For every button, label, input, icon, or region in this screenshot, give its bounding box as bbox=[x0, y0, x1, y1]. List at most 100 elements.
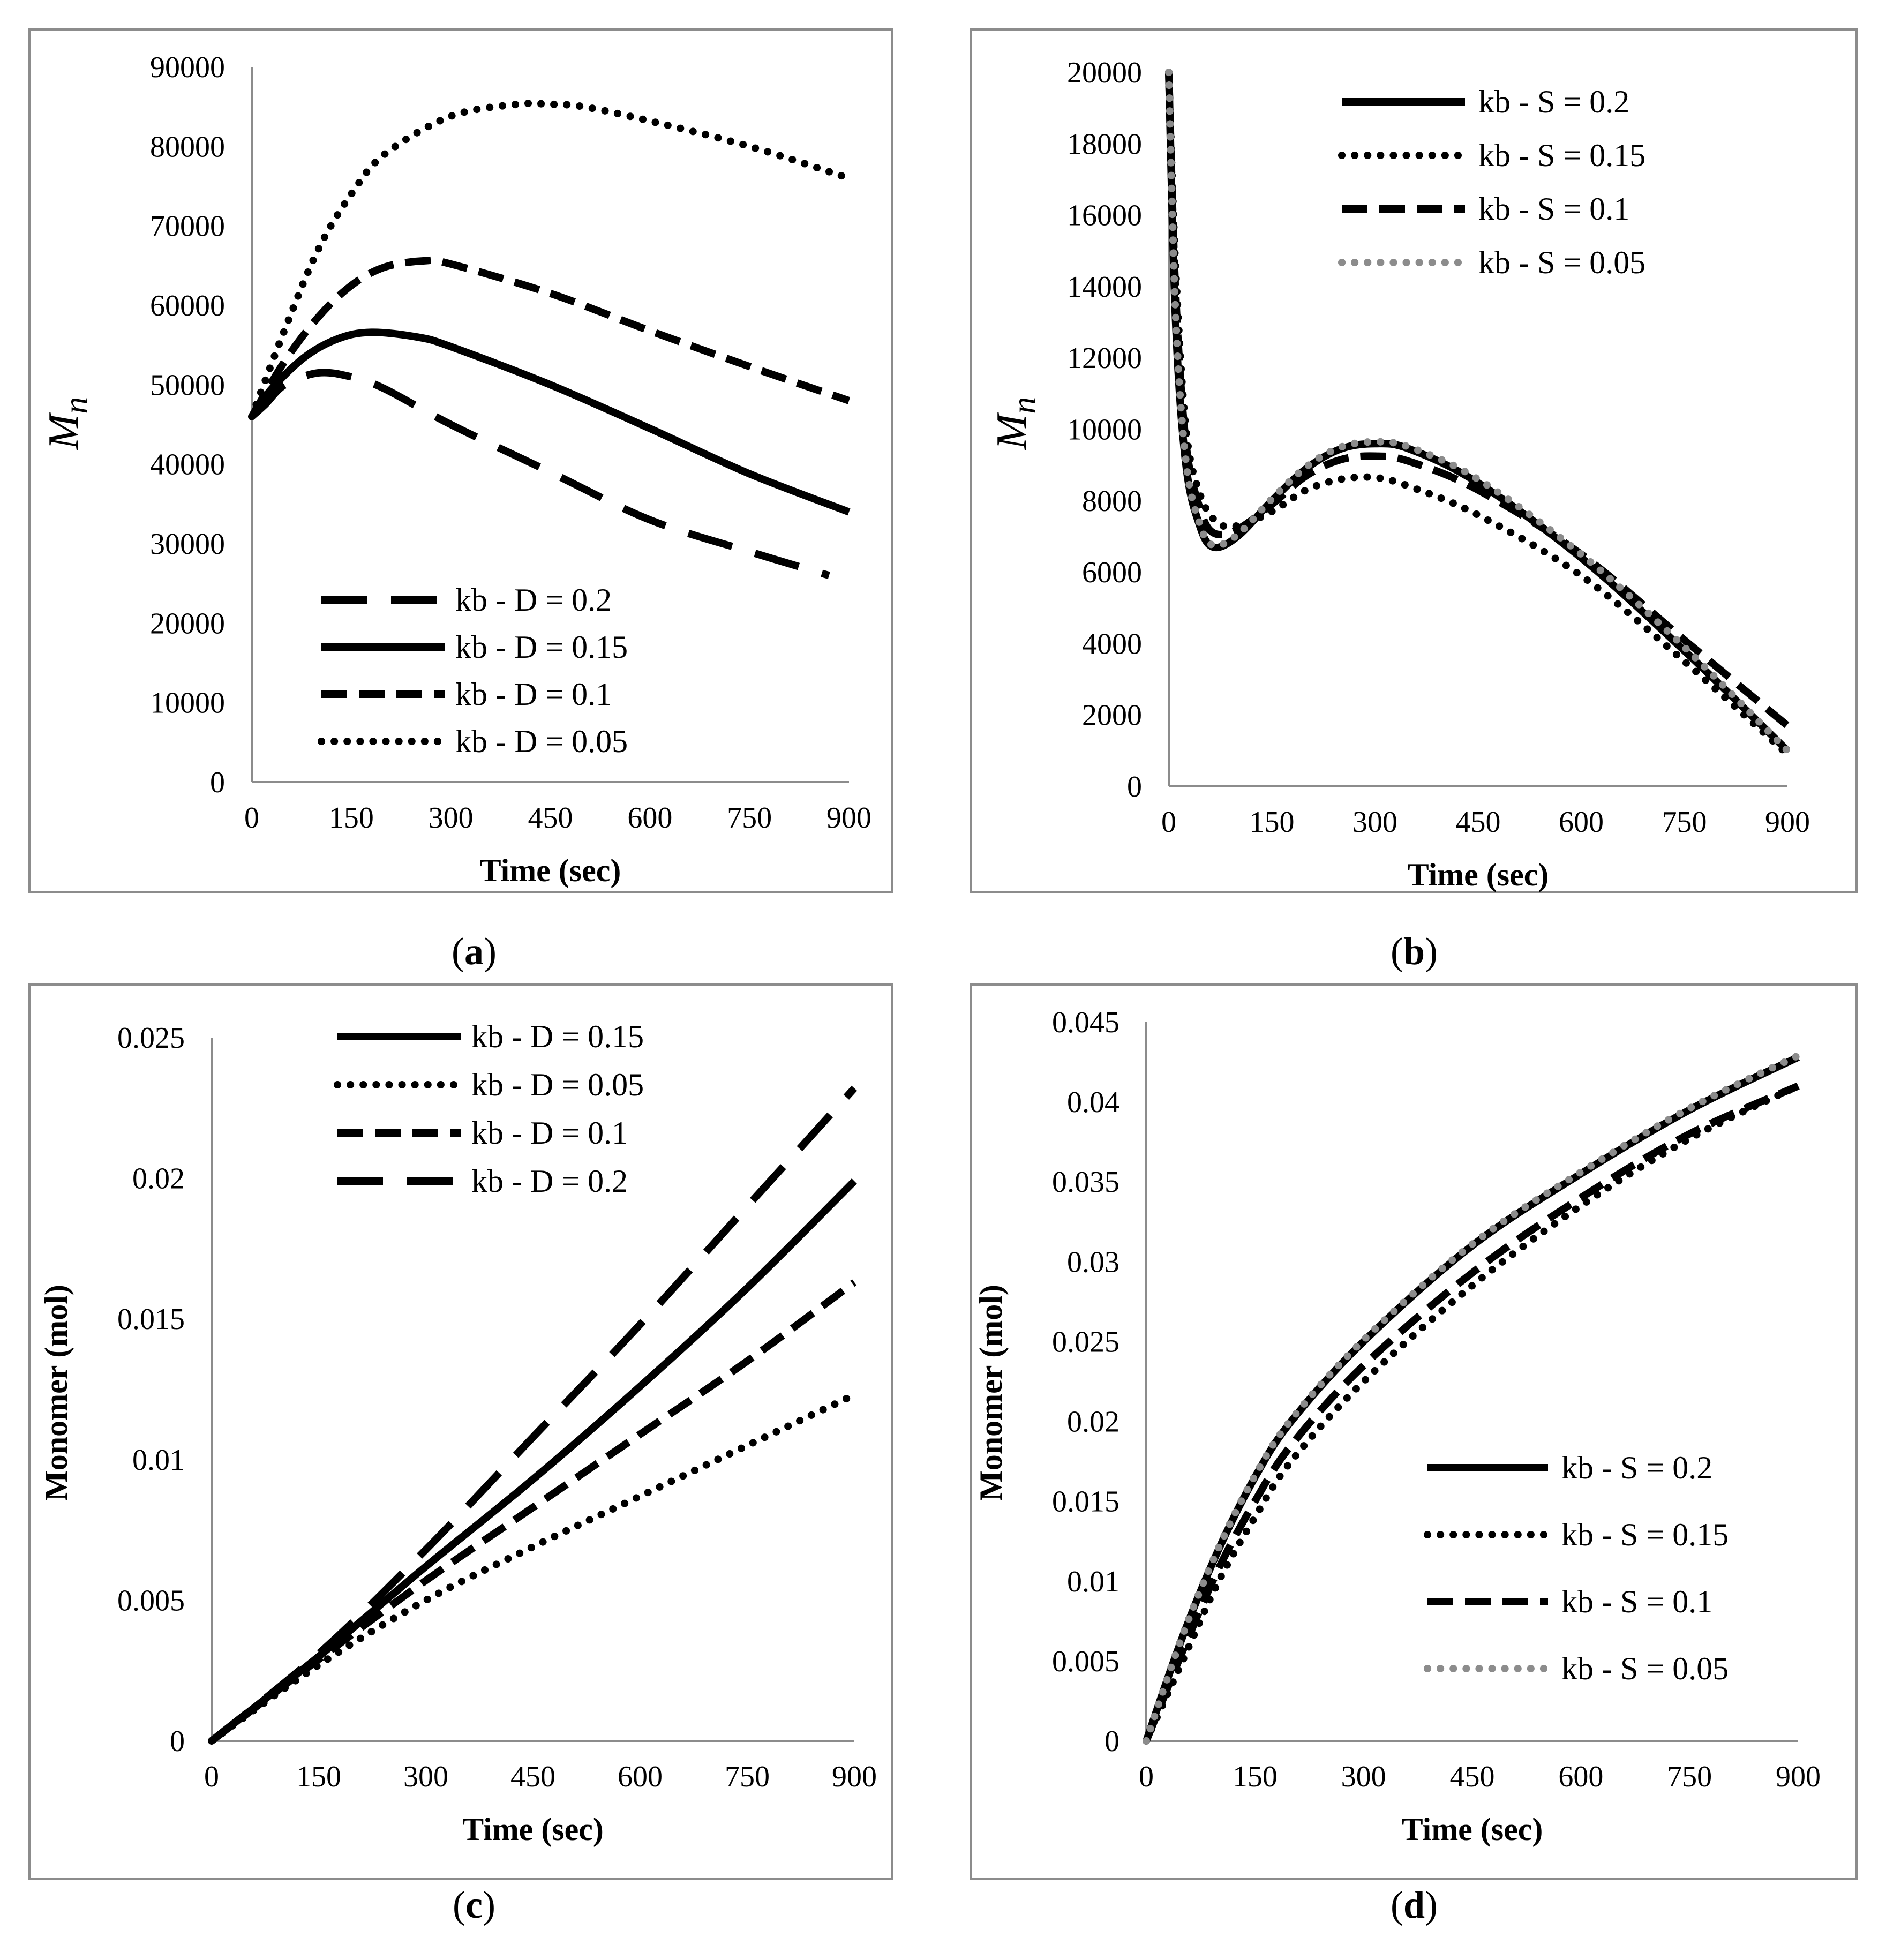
y-tick-label: 0.035 bbox=[1052, 1166, 1119, 1199]
legend-label: kb - D = 0.1 bbox=[471, 1115, 628, 1151]
y-tick-label: 0.02 bbox=[132, 1162, 185, 1196]
x-tick-label: 150 bbox=[329, 801, 374, 835]
x-tick-label: 0 bbox=[204, 1760, 219, 1793]
y-tick-label: 0.025 bbox=[117, 1022, 185, 1055]
y-tick-label: 10000 bbox=[150, 687, 225, 720]
x-tick-label: 750 bbox=[1662, 806, 1707, 839]
y-axis-title: Monomer (mol) bbox=[973, 1285, 1009, 1501]
panel-caption: (b) bbox=[1391, 930, 1438, 973]
series-line-kb-d-0-1 bbox=[209, 1279, 857, 1744]
x-axis-title: Time (sec) bbox=[1408, 857, 1549, 892]
series-line-kb-d-0-05 bbox=[208, 1391, 858, 1745]
legend-label: kb - D = 0.2 bbox=[455, 582, 612, 618]
x-tick-label: 750 bbox=[725, 1760, 770, 1793]
y-tick-label: 0.045 bbox=[1052, 1006, 1119, 1039]
y-tick-label: 14000 bbox=[1067, 271, 1142, 304]
x-axis-title: Time (sec) bbox=[1402, 1812, 1543, 1847]
y-tick-label: 0 bbox=[1104, 1725, 1119, 1758]
x-tick-label: 900 bbox=[832, 1760, 877, 1793]
x-tick-label: 0 bbox=[1161, 806, 1176, 839]
legend-label: kb - S = 0.1 bbox=[1478, 191, 1629, 227]
chart-frame bbox=[28, 28, 893, 893]
series-line-kb-s-0-1 bbox=[1143, 1082, 1800, 1743]
y-tick-label: 4000 bbox=[1082, 627, 1142, 660]
legend-label: kb - S = 0.2 bbox=[1561, 1450, 1712, 1485]
panel-caption: (d) bbox=[1391, 1883, 1438, 1926]
x-tick-label: 0 bbox=[1139, 1760, 1154, 1793]
series-line-kb-s-0-15 bbox=[1143, 1082, 1802, 1745]
x-tick-label: 900 bbox=[1776, 1760, 1821, 1793]
y-tick-label: 0 bbox=[1127, 770, 1142, 803]
x-tick-label: 750 bbox=[727, 801, 772, 835]
x-tick-label: 300 bbox=[403, 1760, 448, 1793]
y-tick-label: 60000 bbox=[150, 289, 225, 322]
y-tick-label: 18000 bbox=[1067, 127, 1142, 161]
legend-label: kb - D = 0.15 bbox=[455, 629, 628, 665]
y-tick-label: 0.005 bbox=[1052, 1645, 1119, 1678]
x-axis-title: Time (sec) bbox=[462, 1812, 604, 1847]
x-axis-title: Time (sec) bbox=[480, 853, 621, 888]
series-line-kb-s-0-1 bbox=[1165, 72, 1790, 729]
legend-label: kb - D = 0.05 bbox=[455, 724, 628, 759]
x-tick-label: 150 bbox=[296, 1760, 341, 1793]
y-tick-label: 0 bbox=[170, 1725, 185, 1758]
chart-panel-b: 0200040006000800010000120001400016000180… bbox=[970, 28, 1858, 973]
y-tick-label: 0.015 bbox=[117, 1303, 185, 1336]
legend: kb - D = 0.2 kb - D = 0.15 kb - D = 0.1 kb … bbox=[318, 582, 628, 759]
x-tick-label: 450 bbox=[1450, 1760, 1495, 1793]
y-tick-label: 20000 bbox=[1067, 56, 1142, 89]
series-line-kb-d-0-2 bbox=[249, 369, 830, 580]
legend-label: kb - D = 0.05 bbox=[471, 1067, 644, 1102]
y-tick-label: 80000 bbox=[150, 130, 225, 163]
y-tick-label: 2000 bbox=[1082, 699, 1142, 732]
x-tick-label: 300 bbox=[429, 801, 474, 835]
legend: kb - D = 0.15 kb - D = 0.05 kb - D = 0.1 kb… bbox=[334, 1019, 644, 1199]
y-tick-label: 0 bbox=[210, 766, 225, 799]
x-tick-label: 450 bbox=[528, 801, 573, 835]
y-tick-label: 50000 bbox=[150, 369, 225, 402]
y-axis-title: Mn bbox=[40, 397, 95, 450]
chart-panel-c: 0 0.005 0.01 0.015 0.02 0.025 0 150 300 450 600 750… bbox=[28, 983, 893, 1926]
x-tick-label: 900 bbox=[1765, 806, 1810, 839]
y-tick-label: 0.01 bbox=[132, 1444, 185, 1477]
x-tick-label: 300 bbox=[1352, 806, 1397, 839]
x-tick-label: 300 bbox=[1341, 1760, 1386, 1793]
legend-label: kb - D = 0.1 bbox=[455, 677, 612, 712]
x-tick-label: 600 bbox=[627, 801, 672, 835]
x-tick-label: 600 bbox=[1558, 1760, 1603, 1793]
x-tick-label: 600 bbox=[1559, 806, 1604, 839]
x-tick-label: 750 bbox=[1667, 1760, 1712, 1793]
y-tick-label: 0.02 bbox=[1067, 1406, 1119, 1439]
series-line-kb-d-0-1 bbox=[248, 256, 851, 419]
legend-label: kb - D = 0.2 bbox=[471, 1163, 628, 1199]
x-tick-label: 450 bbox=[510, 1760, 555, 1793]
y-axis-title: Monomer (mol) bbox=[39, 1285, 74, 1501]
legend-label: kb - S = 0.05 bbox=[1561, 1651, 1729, 1686]
x-tick-label: 0 bbox=[244, 801, 259, 835]
legend: kb - S = 0.2 kb - S = 0.15 kb - S = 0.1 kb … bbox=[1338, 84, 1645, 280]
y-tick-label: 0.01 bbox=[1067, 1565, 1119, 1598]
y-tick-label: 10000 bbox=[1067, 414, 1142, 447]
x-tick-label: 450 bbox=[1456, 806, 1501, 839]
y-axis-title: Mn bbox=[988, 397, 1043, 450]
legend-label: kb - S = 0.05 bbox=[1478, 245, 1645, 280]
x-tick-label: 900 bbox=[826, 801, 871, 835]
y-tick-label: 0.03 bbox=[1067, 1245, 1119, 1279]
series-line-kb-d-0-2 bbox=[209, 1085, 858, 1744]
legend-label: kb - S = 0.15 bbox=[1561, 1517, 1729, 1552]
y-tick-label: 20000 bbox=[150, 607, 225, 640]
legend: kb - S = 0.2 kb - S = 0.15 kb - S = 0.1 kb … bbox=[1424, 1450, 1729, 1686]
series-line-kb-d-0-15 bbox=[249, 328, 851, 516]
chart-panel-a: 0 10000 20000 30000 40000 50000 60000 70000 8000… bbox=[28, 28, 893, 973]
y-tick-label: 0.025 bbox=[1052, 1325, 1119, 1358]
y-tick-label: 12000 bbox=[1067, 342, 1142, 375]
x-tick-label: 150 bbox=[1250, 806, 1295, 839]
legend-label: kb - S = 0.15 bbox=[1478, 138, 1645, 173]
y-tick-label: 40000 bbox=[150, 448, 225, 482]
series-line-kb-s-0-05 bbox=[1165, 69, 1791, 755]
x-tick-label: 600 bbox=[618, 1760, 663, 1793]
chart-frame bbox=[28, 983, 893, 1880]
x-tick-label: 150 bbox=[1233, 1760, 1278, 1793]
chart-panel-d: 0 0.005 0.01 0.015 0.02 0.025 0.03 0.035 0.04 0.0… bbox=[970, 983, 1858, 1926]
